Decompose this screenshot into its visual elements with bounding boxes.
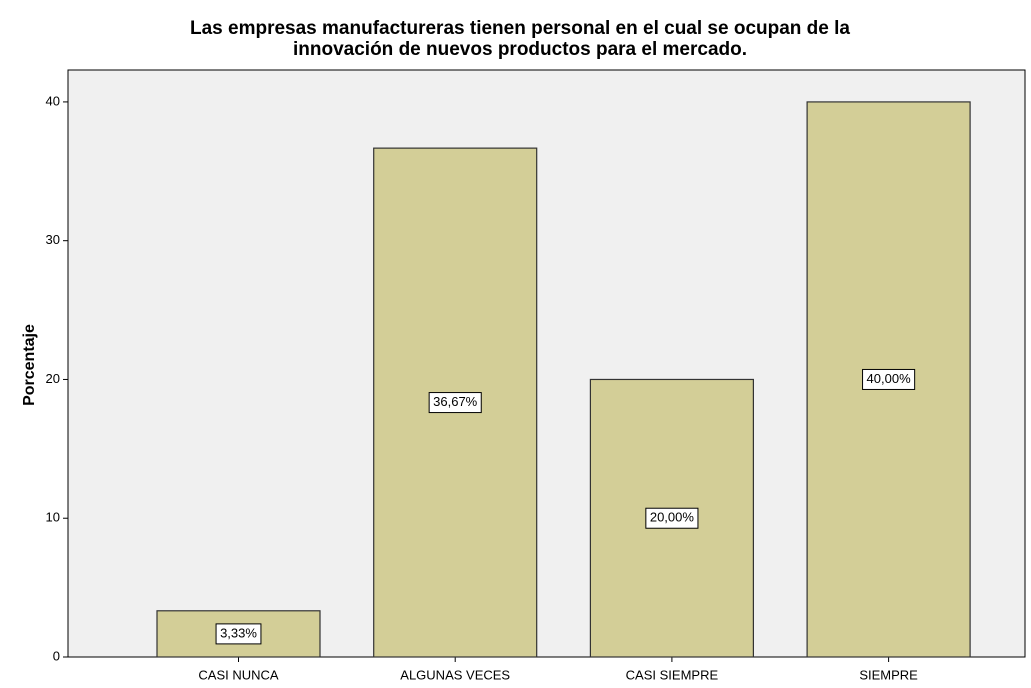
x-tick-label: ALGUNAS VECES: [400, 667, 510, 682]
data-label-box: [645, 507, 699, 529]
y-axis-label: Porcentaje: [21, 324, 38, 406]
data-label: 36,67%: [433, 394, 478, 409]
data-label-box: [428, 392, 482, 414]
y-tick-label: 10: [46, 510, 60, 525]
x-tick-label: CASI SIEMPRE: [626, 667, 719, 682]
y-tick-label: 40: [46, 93, 60, 108]
data-label: 40,00%: [867, 371, 912, 386]
data-label-box: [215, 623, 262, 645]
data-label: 3,33%: [220, 625, 257, 640]
chart-title: Las empresas manufactureras tienen perso…: [190, 18, 850, 39]
chart-title: innovación de nuevos productos para el m…: [293, 39, 747, 60]
y-tick-label: 30: [46, 232, 60, 247]
x-tick-label: CASI NUNCA: [198, 667, 279, 682]
data-label-box: [862, 368, 916, 390]
y-tick-label: 20: [46, 371, 60, 386]
data-label: 20,00%: [650, 510, 695, 525]
y-tick-label: 0: [53, 648, 60, 663]
x-tick-label: SIEMPRE: [859, 667, 918, 682]
